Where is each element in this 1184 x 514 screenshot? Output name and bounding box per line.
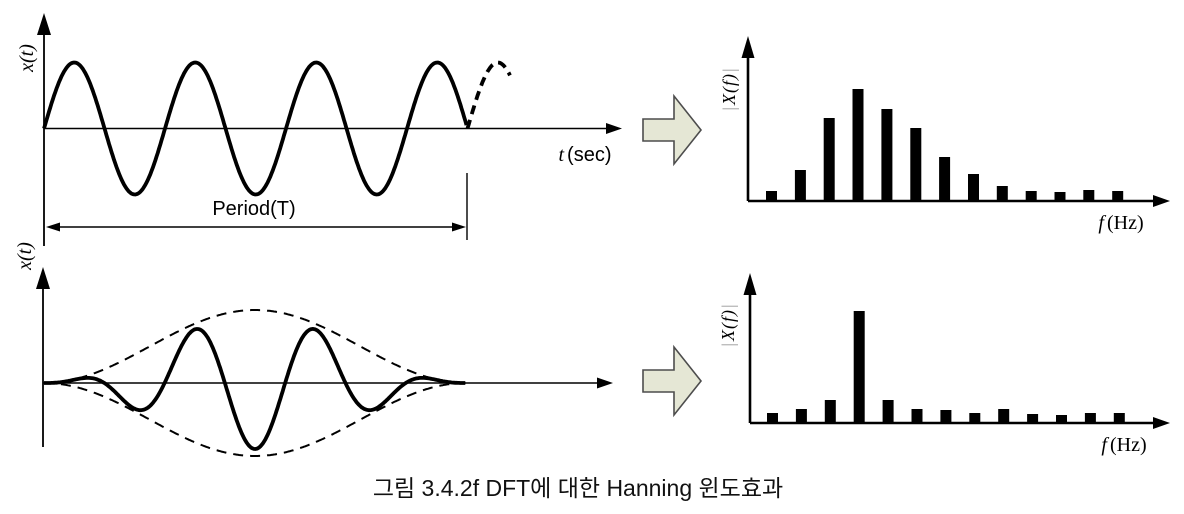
arrowhead-up (37, 13, 51, 35)
spectrum-bar (998, 409, 1010, 423)
time-plot-unwindowed (37, 13, 622, 246)
spectrum-bar (824, 400, 836, 423)
abs-bar: | (718, 341, 738, 347)
arrowhead-up (36, 267, 50, 289)
spectrum-bar (767, 413, 778, 423)
Xf-core: X(f) (719, 73, 739, 105)
arrowhead-up (743, 273, 757, 295)
spectrum-bar (1084, 413, 1096, 423)
spectrum-bar (969, 413, 981, 423)
spectrum-bar (1025, 191, 1037, 201)
hanning-envelope (44, 382, 466, 457)
t-variable: t (558, 144, 565, 166)
spectrum-bar (853, 311, 865, 423)
arrowhead-up (741, 36, 755, 58)
figure-caption: 그림 3.4.2f DFT에 대한 Hanning 윈도효과 (372, 475, 784, 501)
abs-bar: | (719, 67, 739, 73)
spectrum-bar (852, 89, 864, 201)
spectrum-bar (823, 118, 835, 201)
spectrum-bar (910, 128, 922, 201)
f-variable: f (1098, 212, 1104, 234)
spectrum-bar (1113, 413, 1125, 423)
ylabel-xt-top: x(t) (16, 44, 38, 72)
f-unit: (Hz) (1106, 212, 1144, 234)
sine-wave (42, 60, 469, 197)
ylabel-Xf-top: |X(f)| (719, 66, 739, 111)
spectrum-bar (794, 170, 806, 201)
spectrum-bar (939, 157, 951, 201)
spectrum-bar (1112, 191, 1124, 201)
spectrum-bar (1083, 190, 1095, 201)
xlabel-f-hz-bottom: f (Hz) (1101, 435, 1146, 455)
spectrum-plot-leakage (741, 36, 1170, 207)
spectrum-bar (968, 174, 979, 201)
spectrum-bar (1054, 192, 1066, 201)
right-block-arrow-icon (642, 344, 703, 418)
spectrum-bar (911, 409, 923, 423)
spectrum-bar (996, 186, 1008, 201)
hanning-envelope (44, 309, 466, 384)
Xf-core: X(f) (718, 309, 738, 341)
f-unit: (Hz) (1109, 434, 1147, 456)
spectrum-bar (882, 400, 894, 423)
dashed-periodic-extension (465, 60, 512, 130)
f-variable: f (1101, 434, 1107, 456)
transform-arrow-bottom (642, 344, 703, 418)
arrowhead-right (597, 377, 613, 389)
spectrum-bar (766, 191, 777, 201)
windowed-signal (43, 327, 466, 451)
abs-bar: | (718, 303, 738, 309)
arrowhead-right (1153, 417, 1170, 429)
spectrum-bar (881, 109, 893, 201)
arrowhead-left (46, 222, 60, 232)
spectrum-bar (1027, 414, 1039, 423)
time-plot-hanning-windowed (36, 267, 613, 457)
arrowhead-right (1153, 195, 1170, 207)
spectrum-bar (940, 410, 952, 423)
spectrum-plot-windowed (743, 273, 1170, 429)
arrowhead-right (452, 222, 466, 232)
t-unit: (sec) (567, 144, 612, 166)
xlabel-t-sec: t (sec) (558, 145, 611, 165)
abs-bar: | (719, 105, 739, 111)
spectrum-bar (1056, 415, 1067, 423)
spectrum-bar (795, 409, 807, 423)
ylabel-xt-bottom: x(t) (14, 242, 36, 270)
period-label: Period(T) (212, 198, 296, 220)
ylabel-Xf-bottom: |X(f)| (718, 302, 738, 347)
arrowhead-right (606, 123, 622, 134)
transform-arrow-top (642, 93, 703, 167)
right-block-arrow-icon (642, 93, 703, 167)
xlabel-f-hz-top: f (Hz) (1098, 213, 1143, 233)
